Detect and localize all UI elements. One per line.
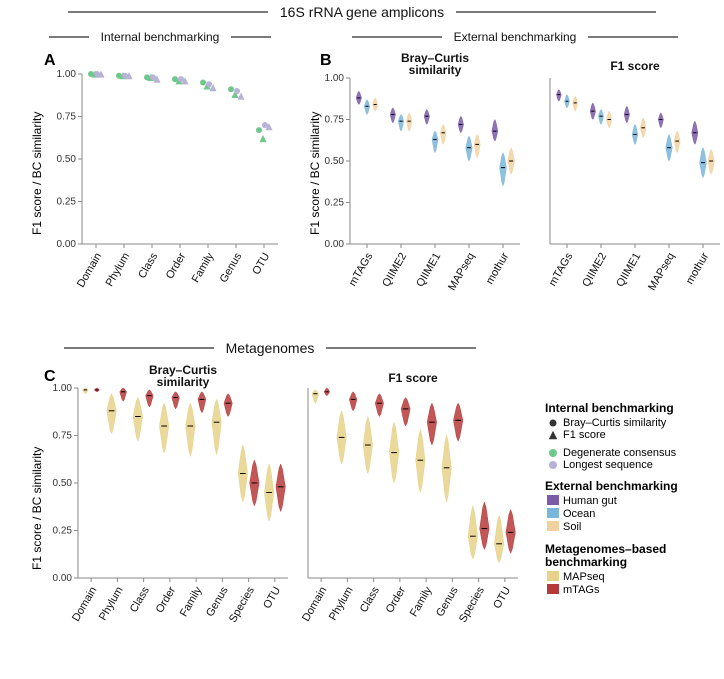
svg-text:Order: Order	[154, 585, 179, 616]
svg-text:External benchmarking: External benchmarking	[545, 479, 678, 493]
svg-text:QIIME2: QIIME2	[580, 251, 609, 289]
rule-left	[68, 11, 268, 13]
rule-il	[49, 36, 89, 38]
svg-text:MAPseq: MAPseq	[646, 251, 677, 293]
svg-text:QIIME1: QIIME1	[414, 251, 443, 289]
rule-er	[588, 36, 678, 38]
svg-text:Internal benchmarking: Internal benchmarking	[545, 401, 674, 415]
svg-text:mothur: mothur	[684, 251, 712, 287]
panel-c-svg: Bray–Curtissimilarity0.000.250.500.751.0…	[44, 362, 534, 672]
panel-a-svg: 0.00 0.25 0.50 0.75 1.00 DomainPhylumClassOrd…	[44, 60, 294, 320]
panel-a-yaxis-title: F1 score / BC similarity	[30, 112, 44, 235]
svg-text:OTU: OTU	[491, 585, 513, 611]
svg-text:0.25: 0.25	[57, 197, 77, 208]
panel-c-yaxis-title: F1 score / BC similarity	[30, 447, 44, 570]
svg-text:F1 score: F1 score	[610, 59, 660, 73]
svg-text:Order: Order	[384, 585, 409, 616]
svg-text:similarity: similarity	[409, 63, 462, 77]
svg-text:Family: Family	[408, 584, 435, 618]
svg-text:Family: Family	[178, 584, 205, 618]
svg-text:Order: Order	[164, 251, 189, 282]
svg-text:Domain: Domain	[300, 585, 329, 624]
legend-svg: Internal benchmarking Bray–Curtis similar…	[545, 400, 720, 660]
svg-text:0.50: 0.50	[53, 478, 73, 489]
svg-text:Class: Class	[136, 250, 160, 280]
svg-text:Species: Species	[457, 584, 487, 624]
mid-section-header: Metagenomes	[30, 340, 510, 356]
top-title: 16S rRNA gene amplicons	[280, 4, 444, 20]
svg-text:QIIME2: QIIME2	[380, 251, 409, 289]
svg-text:Domain: Domain	[75, 251, 104, 290]
internal-subheader: Internal benchmarking	[30, 30, 290, 44]
figure-root: 16S rRNA gene amplicons Internal benchma…	[0, 0, 724, 679]
svg-text:Bray–Curtis similarity: Bray–Curtis similarity	[563, 417, 667, 429]
svg-text:Human gut: Human gut	[563, 495, 617, 507]
svg-text:0.75: 0.75	[57, 112, 77, 123]
svg-text:Degenerate consensus: Degenerate consensus	[563, 447, 677, 459]
svg-text:mothur: mothur	[484, 251, 512, 287]
rule-el	[352, 36, 442, 38]
external-subheader: External benchmarking	[320, 30, 710, 44]
svg-text:Class: Class	[128, 584, 152, 614]
mid-title: Metagenomes	[226, 340, 315, 356]
svg-text:OTU: OTU	[261, 585, 283, 611]
svg-text:1.00: 1.00	[53, 383, 73, 394]
svg-text:Species: Species	[227, 584, 257, 624]
svg-text:mTAGs: mTAGs	[347, 250, 376, 288]
svg-text:Phylum: Phylum	[97, 585, 126, 623]
external-label: External benchmarking	[454, 30, 577, 44]
svg-text:similarity: similarity	[157, 375, 210, 389]
top-section-header: 16S rRNA gene amplicons	[30, 4, 694, 20]
svg-text:mTAGs: mTAGs	[547, 250, 576, 288]
svg-text:1.00: 1.00	[325, 73, 345, 84]
rule-ir	[231, 36, 271, 38]
svg-text:MAPseq: MAPseq	[563, 571, 605, 583]
svg-text:Class: Class	[358, 584, 382, 614]
svg-text:benchmarking: benchmarking	[545, 555, 627, 569]
svg-text:0.00: 0.00	[53, 573, 73, 584]
svg-text:Domain: Domain	[70, 585, 99, 624]
svg-text:Genus: Genus	[204, 584, 231, 619]
svg-text:Family: Family	[190, 250, 217, 284]
svg-text:MAPseq: MAPseq	[446, 251, 477, 293]
svg-text:0.25: 0.25	[53, 526, 73, 537]
rule-mr	[326, 347, 476, 349]
svg-text:0.75: 0.75	[325, 115, 345, 126]
svg-text:0.50: 0.50	[325, 156, 345, 167]
rule-ml	[64, 347, 214, 349]
svg-text:Genus: Genus	[218, 250, 245, 285]
svg-text:Soil: Soil	[563, 521, 581, 533]
svg-text:Genus: Genus	[434, 584, 461, 619]
svg-text:Ocean: Ocean	[563, 508, 595, 520]
svg-text:Phylum: Phylum	[327, 585, 356, 623]
svg-text:QIIME1: QIIME1	[614, 251, 643, 289]
svg-text:1.00: 1.00	[57, 69, 77, 80]
rule-right	[456, 11, 656, 13]
svg-text:Phylum: Phylum	[104, 251, 133, 289]
svg-text:OTU: OTU	[250, 251, 272, 277]
svg-text:0.50: 0.50	[57, 154, 77, 165]
svg-text:0.00: 0.00	[325, 239, 345, 250]
svg-text:0.75: 0.75	[53, 431, 73, 442]
svg-text:0.00: 0.00	[57, 239, 77, 250]
panel-b-svg: Bray–Curtissimilarity0.000.250.500.751.0…	[320, 50, 720, 320]
svg-text:Longest sequence: Longest sequence	[563, 459, 653, 471]
svg-text:F1 score: F1 score	[388, 371, 438, 385]
svg-text:mTAGs: mTAGs	[563, 584, 600, 596]
svg-text:Metagenomes–based: Metagenomes–based	[545, 542, 666, 556]
internal-label: Internal benchmarking	[101, 30, 220, 44]
svg-text:0.25: 0.25	[325, 198, 345, 209]
svg-text:F1 score: F1 score	[563, 429, 606, 441]
